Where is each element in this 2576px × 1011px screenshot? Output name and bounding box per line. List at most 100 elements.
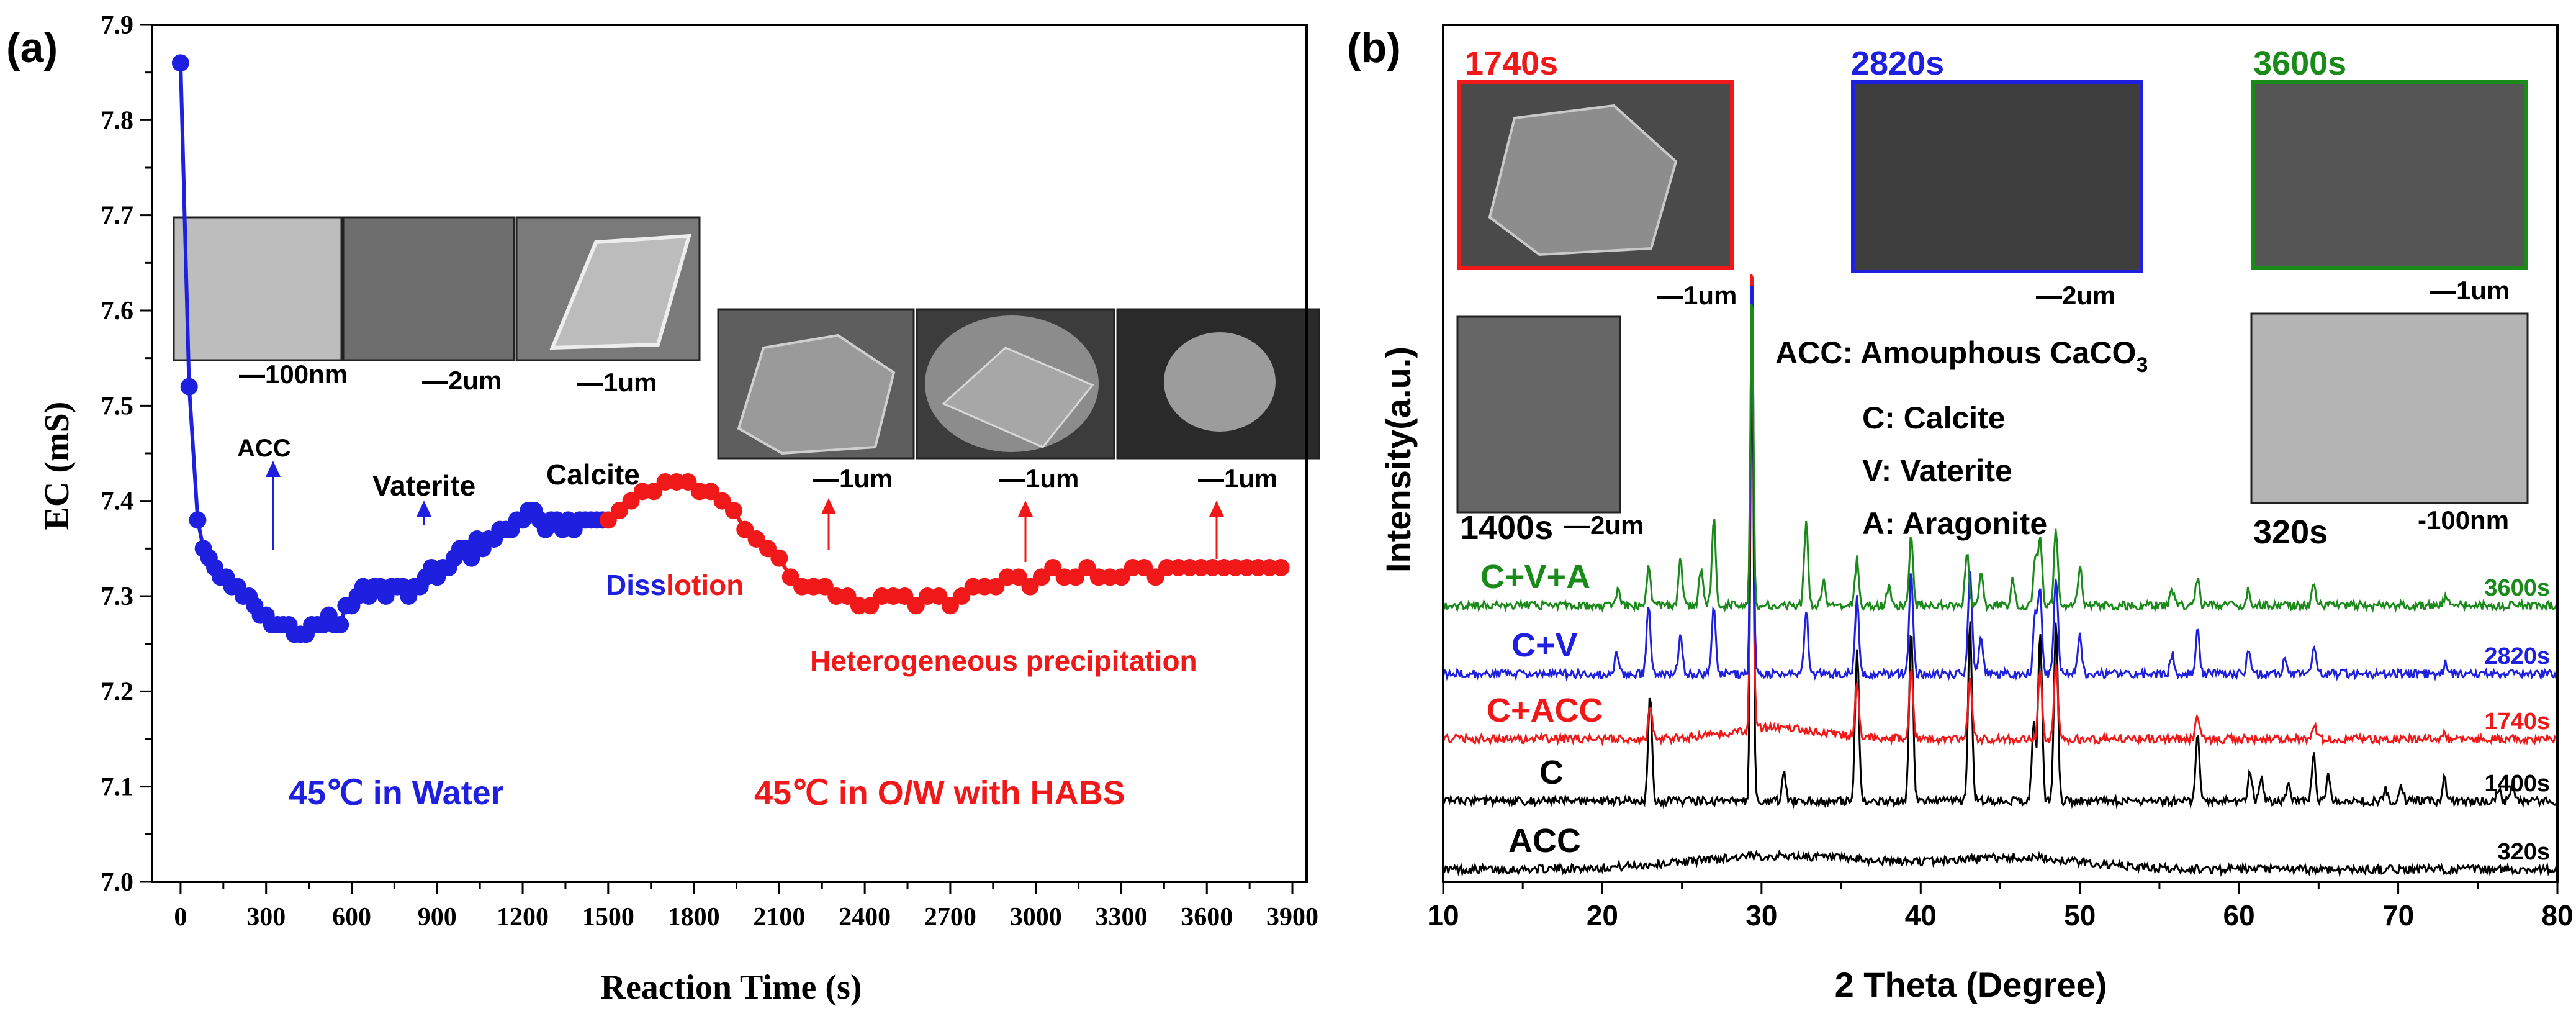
inset-label-3600s: 3600s: [2253, 45, 2346, 82]
scale-1740s: —1um: [1657, 281, 1737, 310]
data-point: [1044, 559, 1062, 576]
sem-insets-a: —100nm —2um —1um —1um —1um —1um: [173, 216, 1320, 493]
x-tick-label-b: 10: [1427, 899, 1459, 932]
legend-acc: ACC: Amouphous CaCO3: [1775, 335, 2148, 377]
data-point: [1010, 568, 1028, 586]
data-point: [781, 568, 799, 586]
data-point: [839, 587, 857, 605]
data-point: [747, 530, 765, 548]
xrd-pattern-1740s: [1442, 274, 2557, 747]
data-point: [1067, 568, 1084, 586]
legend-aragonite: A: Aragonite: [1862, 506, 2047, 541]
pattern-time-label: 3600s: [2484, 575, 2550, 601]
x-tick-label-b: 70: [2382, 899, 2414, 932]
data-point: [645, 483, 663, 501]
pattern-label: ACC: [1508, 822, 1581, 859]
x-tick-label-a: 3300: [1095, 903, 1147, 932]
sem-image-320s: [2250, 312, 2529, 504]
data-point: [1021, 578, 1039, 596]
pattern-label: C+ACC: [1487, 692, 1603, 729]
data-point: [1078, 559, 1096, 576]
x-tick-label-a: 900: [418, 903, 457, 932]
axis-ticks-b: 10 20 30 40 50 60 70 80: [1427, 882, 2574, 932]
plot-frame-b: [1442, 24, 2559, 883]
inset-label-2820s: 2820s: [1851, 45, 1944, 82]
sem-image-acc: [174, 217, 341, 360]
data-point: [1135, 559, 1153, 576]
annotation-dissolution: Disslotion: [606, 569, 744, 601]
sem-image-1400s: [1456, 315, 1621, 514]
y-axis-label-b: Intensity(a.u.): [1379, 347, 1418, 573]
x-tick-label-a: 300: [246, 903, 286, 932]
scale-bar-a5: —1um: [999, 464, 1079, 493]
x-tick-label-a: 1800: [668, 903, 720, 932]
sem-insets-b: 1740s —1um 2820s —2um 3600s —1um 1400s —…: [1456, 45, 2529, 551]
data-point: [1146, 568, 1164, 586]
x-tick-label-a: 3600: [1181, 903, 1233, 932]
plot-frame-a: [151, 24, 1308, 883]
data-point: [987, 578, 1005, 596]
annotation-vaterite: Vaterite: [372, 469, 475, 502]
annotation-acc: ACC: [237, 435, 291, 462]
legend-calcite: C: Calcite: [1862, 401, 2006, 435]
data-point: [896, 587, 914, 605]
annotation-arrows-a: [266, 461, 1224, 562]
series-a: [171, 54, 1290, 643]
series-b: ACC 320s C 1400s C+ACC 1740s C+V 2820s C+V+A 3600…: [1442, 274, 2558, 877]
x-tick-label-a: 0: [174, 903, 187, 932]
pattern-time-label: 2820s: [2484, 643, 2550, 669]
xrd-pattern-2820s: [1442, 285, 2558, 682]
axis-ticks-a: 0 300 600 900 1200 1500 1800 2100 2400 2700 3000 33…: [101, 11, 1319, 932]
data-point: [1032, 568, 1050, 586]
legend-vaterite: V: Vaterite: [1862, 453, 2012, 488]
inset-label-320s: 320s: [2253, 514, 2328, 551]
data-point: [907, 597, 925, 615]
data-point: [953, 587, 971, 605]
y-axis-label-a: EC (mS): [38, 402, 76, 530]
pattern-label: C+V+A: [1480, 558, 1590, 596]
x-tick-label-a: 600: [332, 903, 371, 932]
sem-image-3600s: [2251, 80, 2528, 270]
scale-bar-a4: —1um: [813, 464, 893, 493]
x-tick-label-a: 1200: [497, 903, 549, 932]
data-point: [816, 578, 834, 596]
xrd-pattern-3600s: [1442, 304, 2558, 614]
scale-bar-a2: —2um: [422, 366, 502, 395]
y-tick-label-a: 7.1: [101, 773, 134, 802]
scale-3600s: —1um: [2430, 276, 2510, 305]
inset-label-1400s: 1400s: [1460, 509, 1553, 546]
x-tick-label-b: 20: [1587, 899, 1618, 932]
y-tick-label-a: 7.8: [101, 106, 134, 135]
x-tick-label-a: 3900: [1266, 903, 1318, 932]
data-point: [189, 511, 207, 529]
pattern-time-label: 1740s: [2484, 709, 2550, 735]
scale-bar-a1: —100nm: [239, 360, 348, 389]
xrd-pattern-1400s: [1442, 309, 2558, 809]
pattern-time-label: 320s: [2497, 839, 2550, 865]
panel-a-label: (a): [6, 24, 58, 71]
y-tick-label-a: 7.0: [101, 868, 134, 897]
data-point: [770, 549, 788, 567]
scale-bar-a3: —1um: [577, 368, 657, 397]
x-tick-label-a: 2100: [753, 903, 805, 932]
x-tick-label-b: 30: [1745, 899, 1777, 932]
x-tick-label-a: 1500: [582, 903, 634, 932]
data-point: [180, 378, 198, 396]
data-point: [599, 511, 617, 529]
data-point: [724, 502, 742, 519]
y-tick-label-a: 7.5: [101, 392, 134, 420]
data-point: [862, 597, 880, 615]
scale-2820s: —2um: [2036, 281, 2115, 310]
data-point: [1112, 568, 1130, 586]
data-point: [1272, 559, 1290, 576]
data-point: [171, 54, 189, 72]
data-point: [702, 483, 720, 501]
legend-ow-habs: 45℃ in O/W with HABS: [754, 774, 1125, 812]
data-point: [759, 540, 777, 558]
xrd-pattern-320s: [1442, 849, 2558, 877]
data-point: [736, 520, 754, 538]
x-tick-label-b: 80: [2541, 899, 2573, 932]
y-tick-label-a: 7.6: [101, 297, 134, 325]
panel-b: (b) Intensity(a.u.) 2 Theta (Degree) 10 2…: [1347, 24, 2574, 1004]
